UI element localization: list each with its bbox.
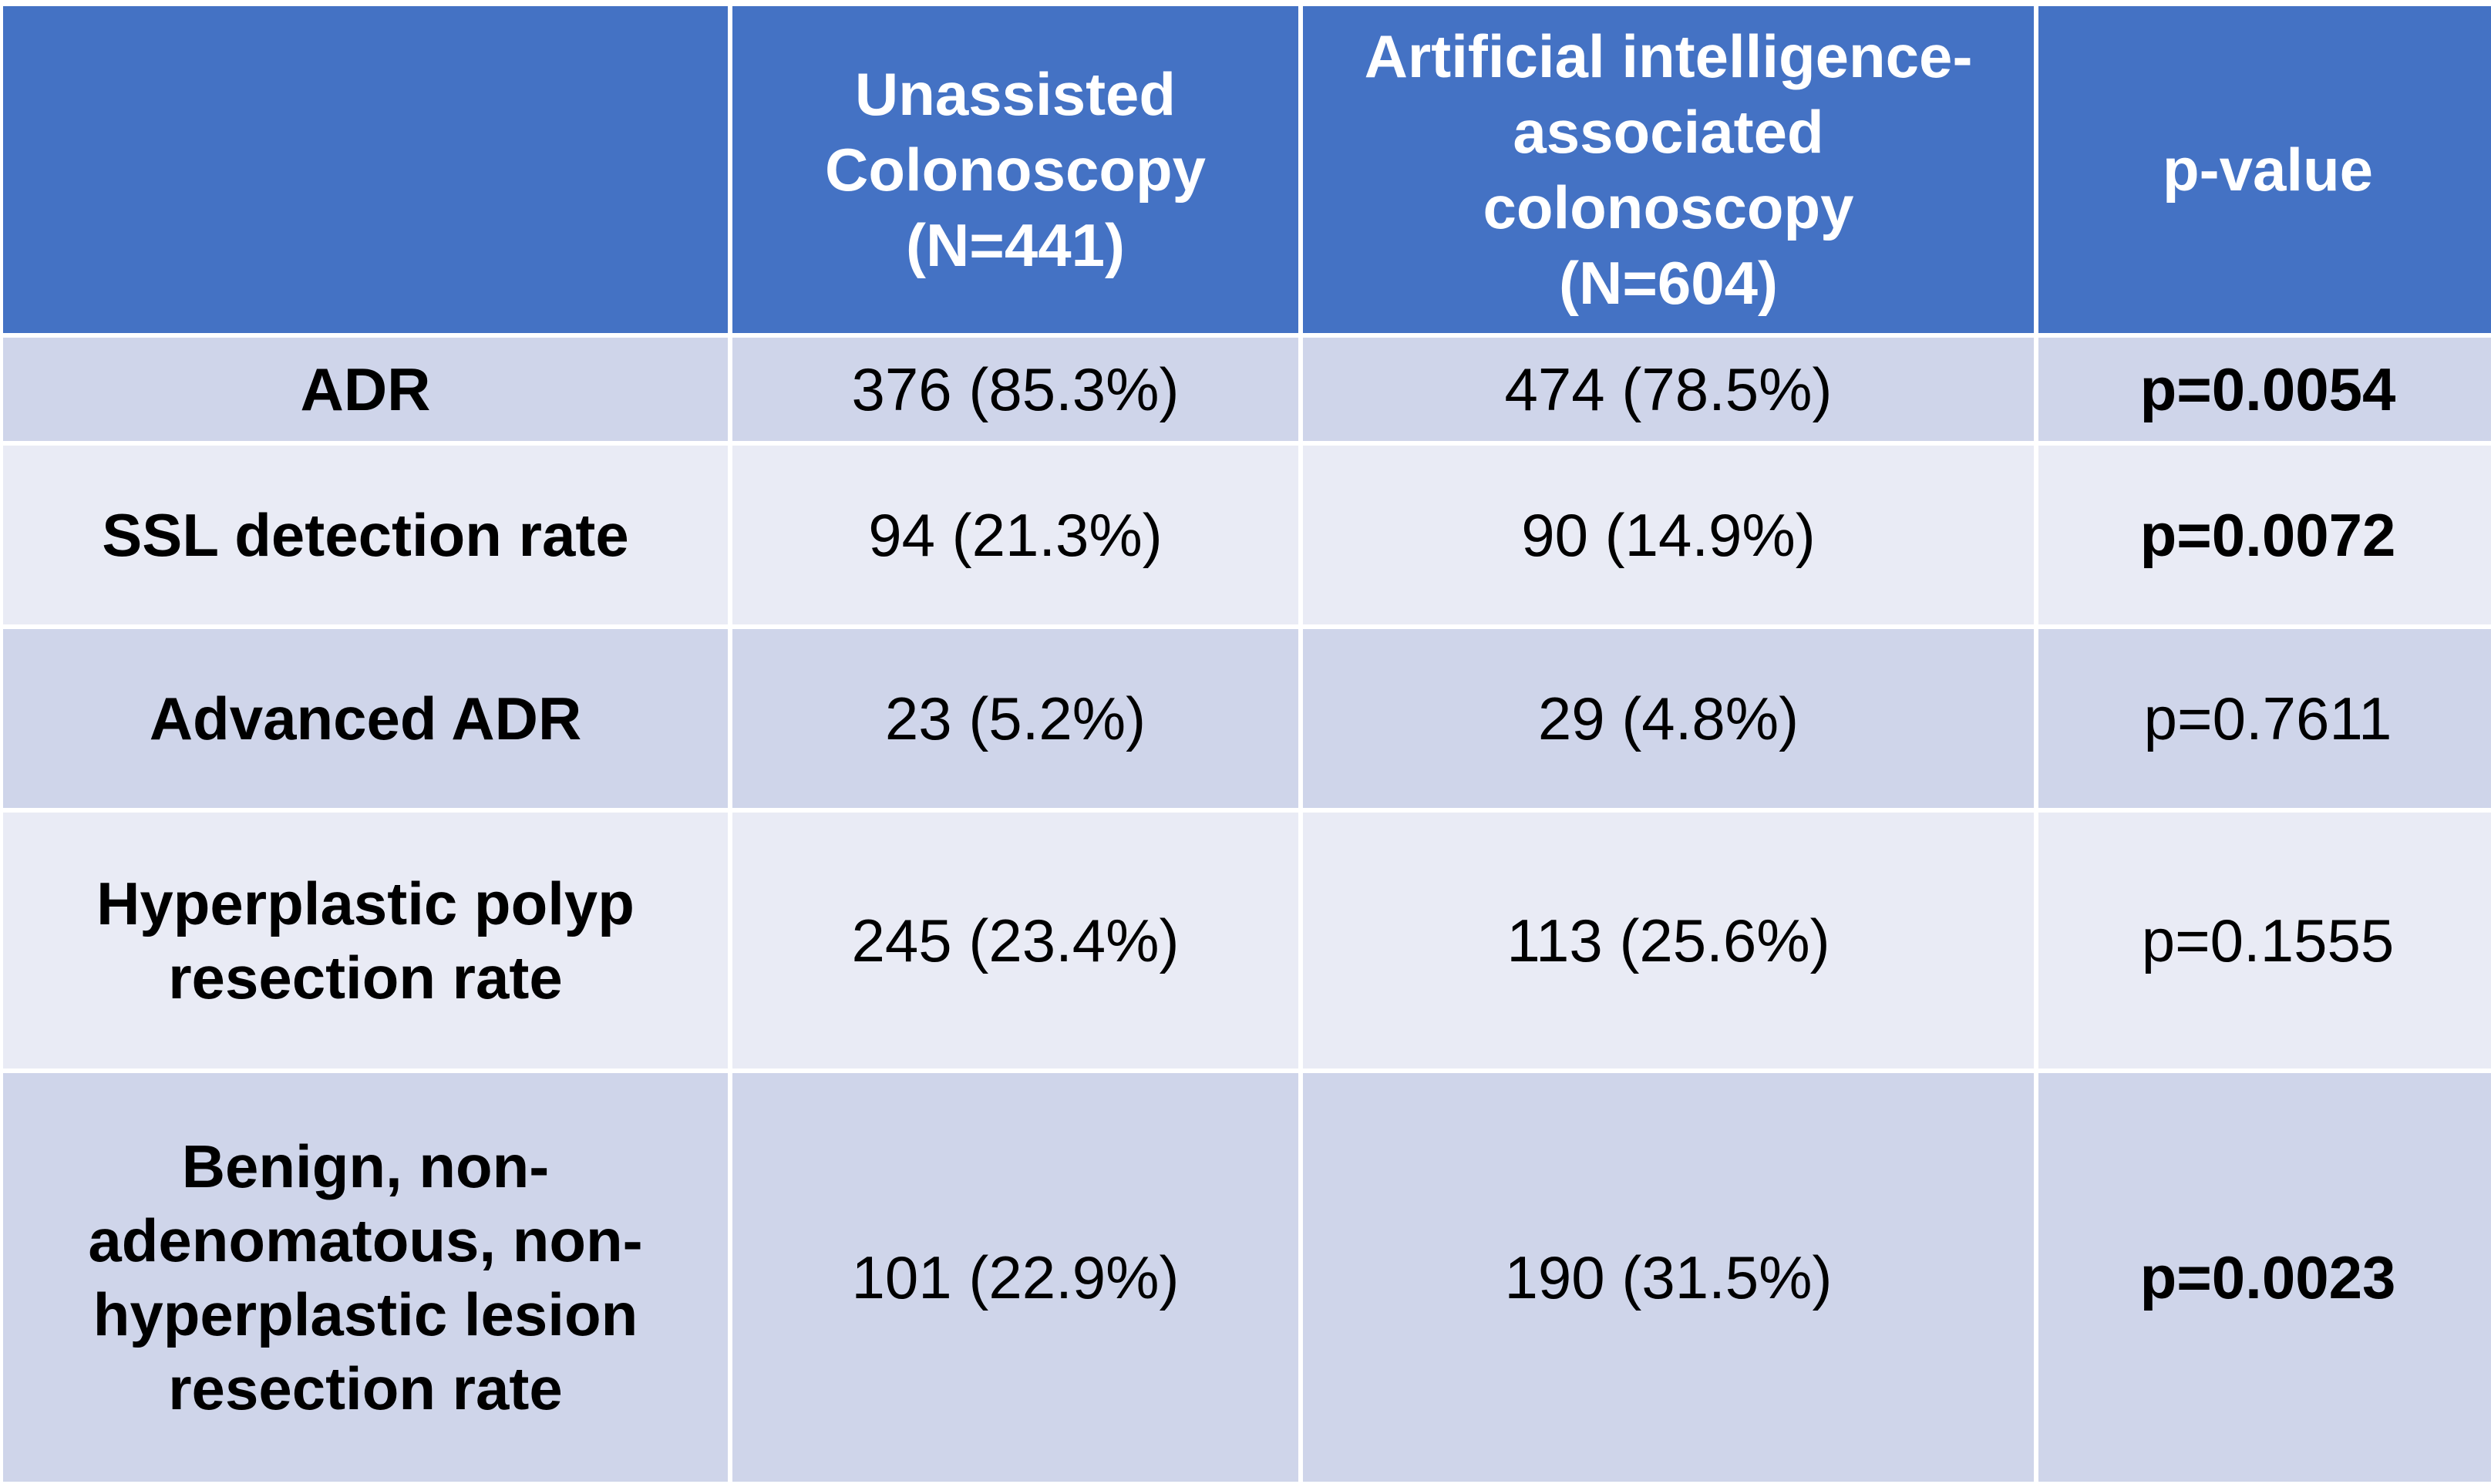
header-unassisted: Unassisted Colonoscopy (N=441) xyxy=(732,6,1298,333)
row-benign-label: Benign, non- adenomatous, non- hyperplas… xyxy=(3,1073,728,1482)
row-adr-ai: 474 (78.5%) xyxy=(1303,338,2034,441)
row-hyperplastic-label: Hyperplastic polyp resection rate xyxy=(3,813,728,1068)
row-adr-label: ADR xyxy=(3,338,728,441)
row-hyperplastic-ai: 113 (25.6%) xyxy=(1303,813,2034,1068)
table-grid: Unassisted Colonoscopy (N=441) Artificia… xyxy=(3,6,2491,1482)
row-advanced-adr-ai: 29 (4.8%) xyxy=(1303,629,2034,808)
row-advanced-adr-label: Advanced ADR xyxy=(3,629,728,808)
header-p-value: p-value xyxy=(2038,6,2491,333)
row-benign-unassisted: 101 (22.9%) xyxy=(732,1073,1298,1482)
row-benign-ai: 190 (31.5%) xyxy=(1303,1073,2034,1482)
row-ssl-unassisted: 94 (21.3%) xyxy=(732,446,1298,624)
row-benign-p-value: p=0.0023 xyxy=(2038,1073,2491,1482)
row-ssl-label: SSL detection rate xyxy=(3,446,728,624)
row-adr-unassisted: 376 (85.3%) xyxy=(732,338,1298,441)
row-advanced-adr-p-value: p=0.7611 xyxy=(2038,629,2491,808)
row-adr-p-value: p=0.0054 xyxy=(2038,338,2491,441)
row-hyperplastic-unassisted: 245 (23.4%) xyxy=(732,813,1298,1068)
header-empty-cell xyxy=(3,6,728,333)
row-advanced-adr-unassisted: 23 (5.2%) xyxy=(732,629,1298,808)
header-ai-colonoscopy: Artificial intelligence- associated colo… xyxy=(1303,6,2034,333)
row-ssl-ai: 90 (14.9%) xyxy=(1303,446,2034,624)
row-hyperplastic-p-value: p=0.1555 xyxy=(2038,813,2491,1068)
row-ssl-p-value: p=0.0072 xyxy=(2038,446,2491,624)
